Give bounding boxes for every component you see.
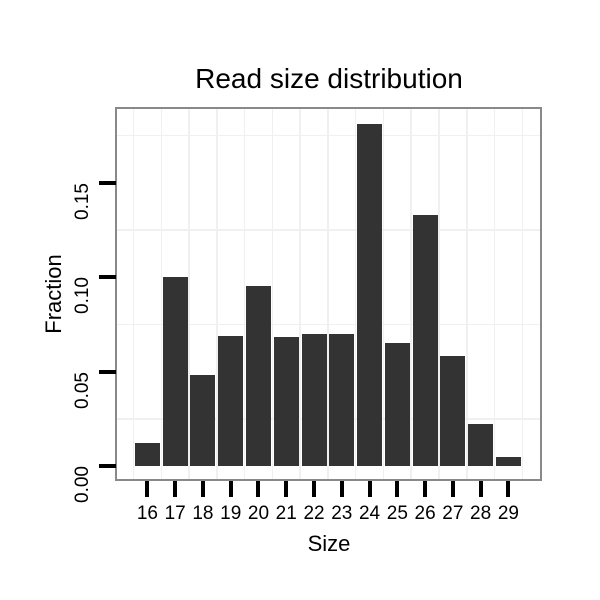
x-tick-label: 28 bbox=[470, 503, 492, 524]
chart-title: Read size distribution bbox=[195, 63, 463, 94]
x-tick-label: 20 bbox=[247, 503, 270, 524]
x-tick bbox=[506, 481, 511, 497]
x-tick bbox=[228, 481, 233, 497]
x-tick-label: 27 bbox=[442, 503, 464, 524]
y-tick-label: 0.05 bbox=[72, 371, 93, 409]
x-tick-label: 21 bbox=[275, 503, 297, 524]
y-tick bbox=[99, 275, 116, 279]
x-tick bbox=[173, 481, 178, 497]
y-tick-label: 0.10 bbox=[72, 277, 93, 314]
x-tick-label: 17 bbox=[164, 503, 186, 524]
y-tick bbox=[99, 180, 116, 185]
plot-panel bbox=[115, 107, 542, 481]
x-axis-title: Size bbox=[307, 531, 351, 556]
x-tick-label: 19 bbox=[220, 503, 242, 524]
x-tick bbox=[200, 481, 205, 497]
x-tick bbox=[339, 481, 344, 497]
x-tick-label: 16 bbox=[136, 503, 158, 524]
x-tick bbox=[367, 481, 372, 497]
x-tick-label: 25 bbox=[386, 503, 408, 524]
x-tick bbox=[284, 481, 289, 497]
y-tick bbox=[99, 464, 116, 468]
x-tick bbox=[312, 481, 317, 497]
y-tick-label: 0.15 bbox=[72, 182, 93, 220]
x-tick bbox=[423, 481, 428, 497]
x-tick-label: 22 bbox=[303, 503, 325, 524]
y-axis-title: Fraction bbox=[41, 254, 66, 334]
x-tick-label: 23 bbox=[331, 503, 353, 524]
x-tick bbox=[478, 481, 483, 497]
y-tick bbox=[99, 369, 116, 374]
x-tick bbox=[256, 481, 261, 497]
x-tick bbox=[395, 481, 400, 497]
x-tick bbox=[450, 481, 455, 497]
x-tick-label: 18 bbox=[192, 503, 214, 524]
y-tick-label: 0.00 bbox=[72, 466, 93, 503]
x-tick-label: 29 bbox=[497, 503, 519, 524]
x-tick-label: 24 bbox=[358, 503, 381, 524]
x-tick bbox=[145, 481, 150, 497]
x-tick-label: 26 bbox=[414, 503, 436, 524]
